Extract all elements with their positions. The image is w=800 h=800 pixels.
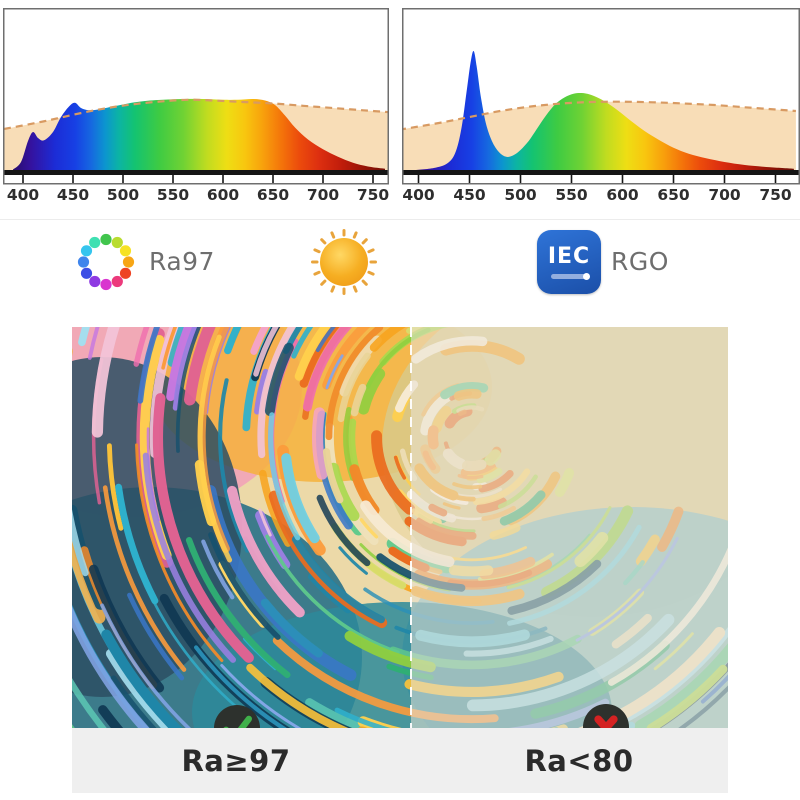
- svg-text:400: 400: [402, 186, 435, 204]
- svg-text:550: 550: [157, 186, 190, 204]
- color-rendering-comparison: Ra≥97 Ra<80: [72, 327, 728, 793]
- caption-bar: Ra≥97 Ra<80: [72, 728, 728, 793]
- svg-text:700: 700: [307, 186, 340, 204]
- iec-badge-underline: [551, 272, 590, 280]
- rg0-label: RGO: [611, 247, 669, 276]
- sun-icon: [311, 229, 377, 295]
- section-divider: [0, 219, 800, 220]
- iec-badge-text: IEC: [547, 243, 591, 269]
- cri-label: Ra97: [149, 247, 215, 276]
- svg-text:500: 500: [504, 186, 537, 204]
- high-cri-caption: Ra≥97: [181, 744, 291, 778]
- svg-text:750: 750: [759, 186, 792, 204]
- svg-text:450: 450: [57, 186, 90, 204]
- svg-text:600: 600: [207, 186, 240, 204]
- svg-text:450: 450: [453, 186, 486, 204]
- svg-text:550: 550: [555, 186, 588, 204]
- svg-text:650: 650: [657, 186, 690, 204]
- svg-text:650: 650: [257, 186, 290, 204]
- spectrum-chart-low-cri: 400 450 500 550 600 650 700 750: [402, 8, 800, 204]
- low-cri-caption: Ra<80: [524, 744, 634, 778]
- color-rendering-comparison-image: [72, 327, 728, 728]
- spectrum-chart-high-cri: 400 450 500 550 600 650 700 750: [3, 8, 389, 204]
- color-wheel-icon: [77, 233, 135, 291]
- svg-text:700: 700: [708, 186, 741, 204]
- svg-text:600: 600: [606, 186, 639, 204]
- svg-text:750: 750: [357, 186, 389, 204]
- svg-text:400: 400: [7, 186, 40, 204]
- iec-badge-dot: [583, 272, 590, 280]
- iec-badge: IEC: [537, 230, 601, 294]
- svg-text:500: 500: [107, 186, 140, 204]
